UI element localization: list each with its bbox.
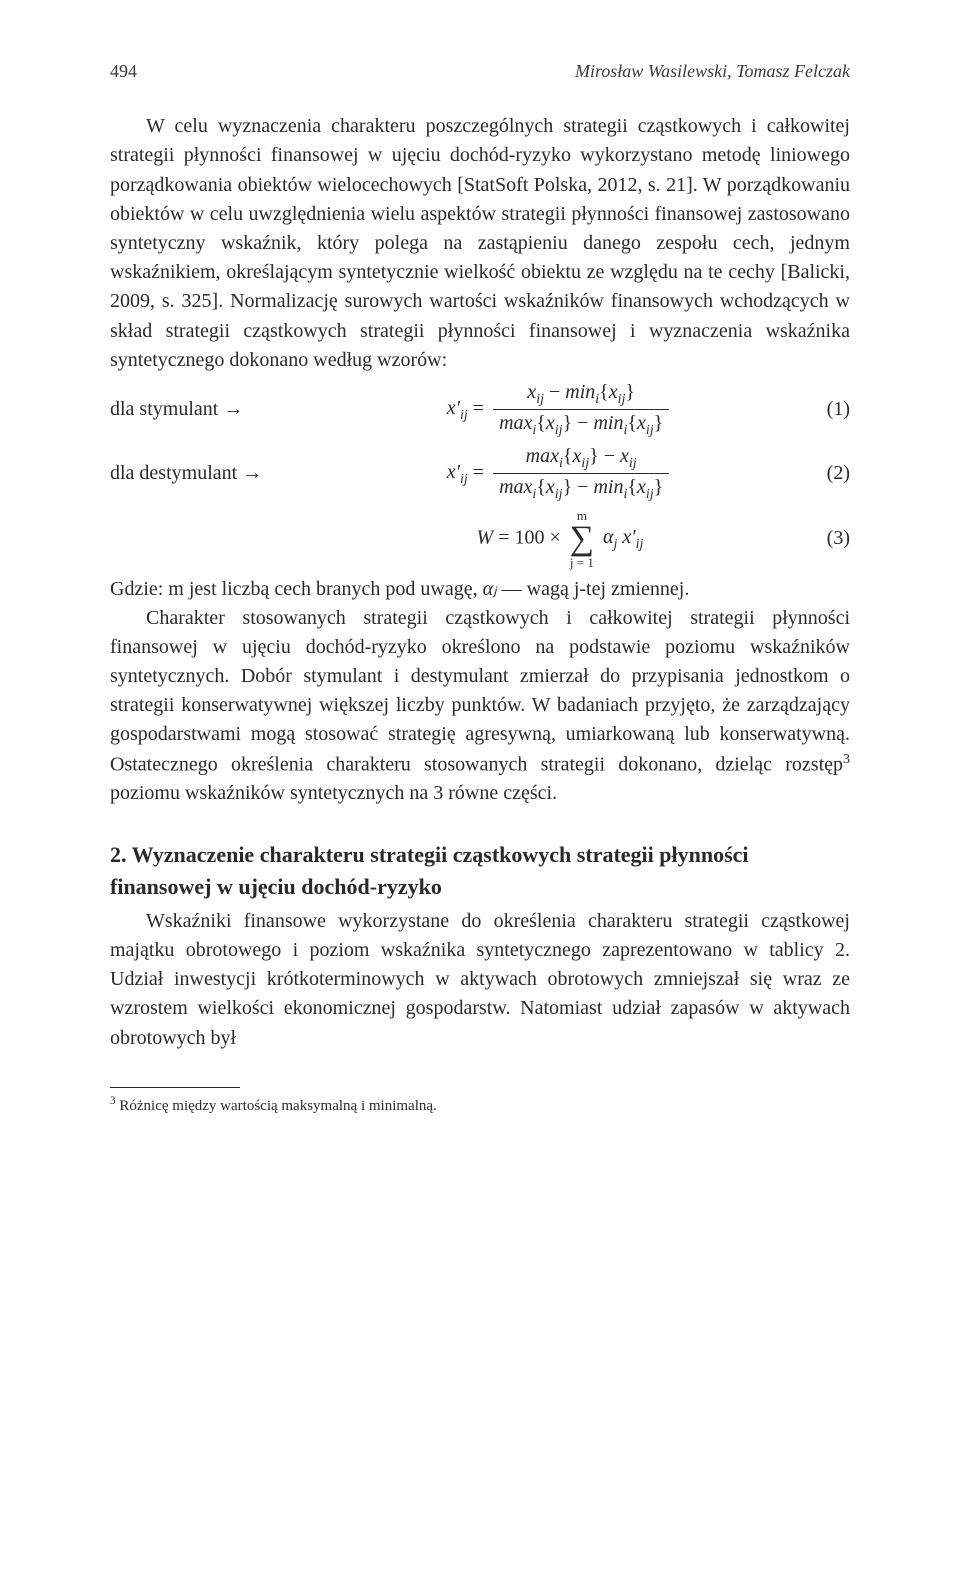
equation-2-number: (2) <box>790 459 850 488</box>
sum-lower: j = 1 <box>570 556 594 569</box>
alpha-j: αⱼ <box>483 578 497 600</box>
page-number: 494 <box>110 58 137 84</box>
paragraph-2b: — wagą j-tej zmiennej. <box>497 578 690 600</box>
equation-1-body: x′ij = xij − mini{xij} maxi{xij} − mini{… <box>330 381 790 439</box>
equation-3-number: (3) <box>790 524 850 553</box>
paragraph-2: Gdzie: m jest liczbą cech branych pod uw… <box>110 575 850 604</box>
equation-3-body: W = 100 × m ∑ j = 1 αj x′ij <box>330 509 790 569</box>
paragraph-2a: Gdzie: m jest liczbą cech branych pod uw… <box>110 578 483 600</box>
equation-2-body: x′ij = maxi{xij} − xij maxi{xij} − mini{… <box>330 445 790 503</box>
sigma-icon: ∑ <box>570 522 594 556</box>
page: 494 Mirosław Wasilewski, Tomasz Felczak … <box>0 0 960 1166</box>
running-head: 494 Mirosław Wasilewski, Tomasz Felczak <box>110 58 850 84</box>
paragraph-4: Wskaźniki finansowe wykorzystane do okre… <box>110 907 850 1053</box>
footnote-text: Różnicę między wartością maksymalną i mi… <box>116 1098 437 1114</box>
paragraph-3a: Charakter stosowanych strategii cząstkow… <box>110 607 850 776</box>
equation-1-number: (1) <box>790 395 850 424</box>
equation-1-label: dla stymulant → <box>110 395 330 424</box>
footnote-rule <box>110 1087 240 1088</box>
section-heading: 2. Wyznaczenie charakteru strategii cząs… <box>110 839 850 903</box>
paragraph-1: W celu wyznaczenia charakteru poszczegól… <box>110 112 850 375</box>
paragraph-3: Charakter stosowanych strategii cząstkow… <box>110 604 850 809</box>
footnote-3: 3 Różnicę między wartością maksymalną i … <box>110 1094 850 1117</box>
running-authors: Mirosław Wasilewski, Tomasz Felczak <box>575 58 850 84</box>
equation-2: dla destymulant → x′ij = maxi{xij} − xij… <box>110 445 850 503</box>
equation-1: dla stymulant → x′ij = xij − mini{xij} m… <box>110 381 850 439</box>
equation-2-label: dla destymulant → <box>110 459 330 488</box>
paragraph-3b: poziomu wskaźników syntetycznych na 3 ró… <box>110 782 557 804</box>
equation-3: W = 100 × m ∑ j = 1 αj x′ij (3) <box>110 509 850 569</box>
footnote-ref-3: 3 <box>843 752 850 767</box>
